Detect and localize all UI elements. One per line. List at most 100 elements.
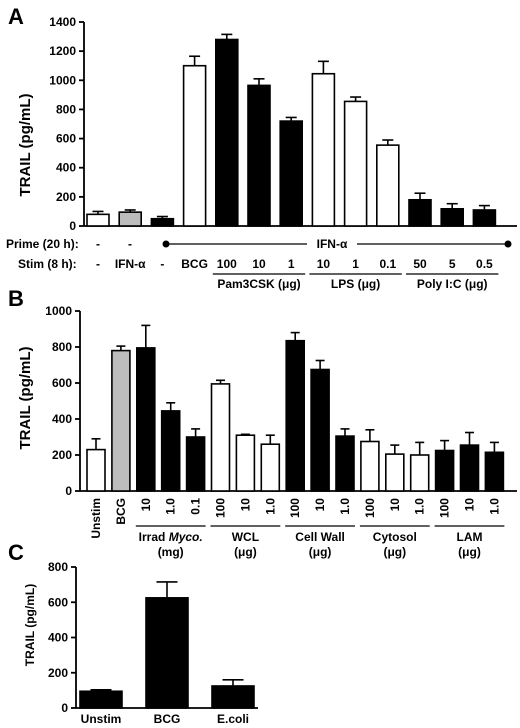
chart-b-group-label-1: Irrad Myco. <box>139 530 203 544</box>
chart-b-x-tick-label-9: 100 <box>288 498 302 518</box>
stim-value-6: 10 <box>252 257 266 271</box>
chart-b-y-axis-label: TRAIL (pg/mL) <box>17 346 34 449</box>
chart-c-y-tick-label-1: 200 <box>48 666 68 680</box>
prime-ifn-start-dot <box>162 240 170 248</box>
chart-b-y-tick-label-0: 0 <box>65 484 72 498</box>
chart-c-y-tick-label-2: 400 <box>48 631 68 645</box>
chart-b-bar-15 <box>434 449 455 492</box>
chart-b-y-tick-label-3: 600 <box>52 376 72 390</box>
prime-value-2: - <box>128 237 132 251</box>
chart-b-x-tick-label-12: 100 <box>363 498 377 518</box>
chart-a-group-label-2: LPS (μg) <box>331 277 380 291</box>
chart-a-bar-9 <box>343 100 368 227</box>
chart-b-bar-14 <box>409 454 430 492</box>
chart-c-marks: 0 200 400 600 800 Unstim BCG E.coli <box>48 560 258 726</box>
chart-c: TRAIL (pg/mL) 0 200 400 600 800 Unstim BCG E.co… <box>23 560 258 726</box>
chart-c-x-tick-label-2: BCG <box>154 712 181 726</box>
chart-b-x-tick-label-4: 1.0 <box>164 498 178 515</box>
chart-b-group-unit-5: (μg) <box>458 545 481 559</box>
stim-value-7: 1 <box>288 257 295 271</box>
chart-c-bar-3 <box>211 685 255 709</box>
chart-b-x-tick-label-13: 10 <box>388 498 402 512</box>
chart-b-bar-16 <box>459 444 480 492</box>
chart-a-y-tick-label-0: 0 <box>69 219 76 233</box>
chart-c-bar-1 <box>79 690 123 709</box>
panel-letter-a: A <box>8 4 24 29</box>
chart-c-y-tick-label-0: 0 <box>61 701 68 715</box>
chart-a: TRAIL (pg/mL) 0 200 400 600 800 1000 1200 1400 -… <box>6 15 517 291</box>
chart-b-group-unit-1: (mg) <box>158 545 184 559</box>
chart-b-bar-6 <box>210 383 231 492</box>
panel-letter-c: C <box>8 540 24 565</box>
panel-letter-b: B <box>8 286 24 311</box>
chart-a-bar-13 <box>472 209 497 227</box>
stim-value-4: BCG <box>181 257 208 271</box>
chart-c-bar-2 <box>145 597 189 709</box>
chart-a-bar-12 <box>440 208 465 227</box>
chart-b-bar-3 <box>136 347 156 492</box>
chart-a-bar-3 <box>150 217 175 227</box>
chart-b-bar-12 <box>360 440 380 492</box>
stim-value-11: 50 <box>413 257 427 271</box>
chart-a-y-tick-label-5: 1000 <box>49 73 76 87</box>
chart-b-bar-13 <box>384 453 405 492</box>
chart-b-bar-5 <box>185 436 206 492</box>
chart-a-bar-5 <box>215 38 239 227</box>
chart-c-y-tick-label-4: 800 <box>48 560 68 574</box>
chart-c-x-tick-label-1: Unstim <box>81 712 122 726</box>
chart-b-group-unit-2: (μg) <box>234 545 257 559</box>
stim-value-8: 10 <box>317 257 331 271</box>
prime-value-1: - <box>96 237 100 251</box>
chart-b-bar-11 <box>335 435 355 492</box>
prime-ifn-label: IFN-α <box>317 237 348 251</box>
stim-value-1: - <box>96 257 100 271</box>
chart-a-y-axis-label: TRAIL (pg/mL) <box>17 93 34 196</box>
chart-b-x-tick-label-10: 10 <box>313 498 327 512</box>
chart-b-x-tick-label-5: 0.1 <box>189 498 203 515</box>
chart-b-bar-1 <box>86 448 106 492</box>
chart-b-bar-8 <box>260 443 281 492</box>
chart-b-bar-9 <box>285 339 306 492</box>
chart-a-y-tick-label-7: 1400 <box>49 15 76 29</box>
chart-b-bar-7 <box>235 434 256 492</box>
chart-a-bar-8 <box>311 72 336 227</box>
chart-a-bar-10 <box>375 144 400 227</box>
stim-row-label: Stim (8 h): <box>18 257 77 271</box>
chart-b-x-tick-label-17: 1.0 <box>487 498 501 515</box>
chart-c-x-tick-label-3: E.coli <box>217 712 249 726</box>
chart-b-bar-2 <box>111 349 131 492</box>
prime-row-label: Prime (20 h): <box>6 237 79 251</box>
chart-b-y-tick-label-2: 400 <box>52 412 72 426</box>
chart-b-x-tick-label-11: 1.0 <box>338 498 352 515</box>
chart-a-bar-1 <box>86 213 110 227</box>
chart-a-bar-6 <box>247 84 271 227</box>
chart-b-group-unit-3: (μg) <box>309 545 332 559</box>
stim-value-10: 0.1 <box>379 257 396 271</box>
chart-a-y-tick-label-1: 200 <box>56 190 76 204</box>
chart-b-bar-10 <box>310 368 330 492</box>
chart-a-y-tick-label-4: 800 <box>56 102 76 116</box>
stim-value-9: 1 <box>352 257 359 271</box>
chart-c-y-axis-label: TRAIL (pg/mL) <box>23 584 37 666</box>
chart-b-x-tick-label-16: 10 <box>463 498 477 512</box>
chart-b-y-tick-label-4: 800 <box>52 340 72 354</box>
chart-b-y-tick-label-5: 1000 <box>45 304 72 318</box>
chart-a-y-tick-label-3: 600 <box>56 132 76 146</box>
chart-b: TRAIL (pg/mL) 0 200 400 600 800 1000 Unstim BCG… <box>17 304 517 559</box>
chart-a-bar-7 <box>279 120 304 227</box>
chart-b-group-label-2: WCL <box>232 530 259 544</box>
chart-b-group-label-4: Cytosol <box>373 530 417 544</box>
chart-b-x-tick-label-15: 100 <box>438 498 452 518</box>
chart-c-y-tick-label-3: 600 <box>48 595 68 609</box>
stim-value-2: IFN-α <box>115 257 146 271</box>
chart-a-bar-2 <box>118 211 142 227</box>
chart-b-x-tick-label-8: 1.0 <box>263 498 277 515</box>
chart-b-x-tick-label-2: BCG <box>114 498 128 525</box>
stim-value-3: - <box>160 257 164 271</box>
chart-b-bar-17 <box>484 451 505 492</box>
chart-b-y-tick-label-1: 200 <box>52 448 72 462</box>
chart-b-marks: 0 200 400 600 800 1000 Unstim BCG 10 1.0 0.1 100 10 1… <box>45 304 517 559</box>
chart-b-x-tick-label-1: Unstim <box>89 498 103 539</box>
